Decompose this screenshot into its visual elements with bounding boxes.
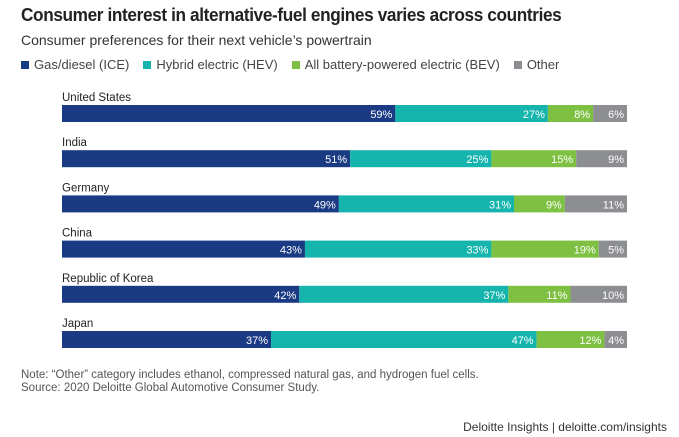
legend-label-other: Other [526, 57, 560, 72]
data-label: 8% [574, 109, 590, 121]
category-label: Japan [62, 318, 93, 330]
bar-segment-bev [508, 285, 571, 303]
data-label: 19% [574, 245, 596, 257]
bar-segment-hev [271, 331, 537, 348]
bar-segment-bev [547, 105, 594, 122]
category-label: Germany [62, 182, 110, 194]
legend-item-other: Other [513, 57, 560, 72]
bar-segment-ice [62, 331, 272, 348]
data-label: 11% [546, 290, 567, 302]
category-label: Republic of Korea [62, 273, 154, 285]
bar-segment-ice [62, 105, 396, 122]
data-label: 31% [489, 199, 511, 211]
bar-segment-hev [299, 285, 509, 303]
data-label: 6% [608, 109, 624, 121]
data-label: 27% [523, 109, 545, 121]
data-label: 47% [512, 335, 534, 347]
legend-label-bev: All battery-powered electric (BEV) [304, 57, 500, 72]
bar-group-germany: Germany 49% 31% 9% 11% [62, 182, 627, 213]
legend-item-ice: Gas/diesel (ICE) [21, 57, 129, 72]
bar-segment-bev [491, 240, 599, 258]
data-label: 12% [579, 335, 601, 347]
data-label: 15% [551, 154, 573, 166]
data-label: 42% [274, 290, 296, 302]
data-label: 25% [466, 154, 488, 166]
bar-segment-hev [304, 240, 492, 258]
bar-group-republic-of-korea: Republic of Korea 42% 37% 11% 10% [62, 273, 627, 303]
bar-segment-other [576, 150, 627, 168]
data-label: 37% [246, 335, 268, 347]
legend: Gas/diesel (ICE) Hybrid electric (HEV) A… [21, 57, 559, 72]
legend-swatch-hev [143, 60, 152, 69]
footer-credit: Deloitte Insights | deloitte.com/insight… [463, 420, 667, 434]
legend-swatch-bev [291, 60, 300, 69]
data-label: 43% [280, 245, 302, 257]
bar-segment-hev [350, 150, 492, 168]
chart-title: Consumer interest in alternative-fuel en… [21, 4, 562, 25]
bar-segment-bev [536, 331, 605, 348]
category-label: China [62, 228, 93, 240]
bar-segment-other [604, 331, 627, 348]
chart-notes: Note: “Other” category includes ethanol,… [21, 369, 479, 395]
legend-item-hev: Hybrid electric (HEV) [143, 57, 278, 72]
data-label: 5% [608, 245, 624, 257]
bar-segment-other [564, 195, 627, 213]
bar-group-china: China 43% 33% 19% 5% [62, 228, 627, 258]
source-text: Source: 2020 Deloitte Global Automotive … [21, 382, 320, 394]
category-label: India [62, 137, 88, 149]
bar-segment-ice [62, 240, 305, 258]
bar-group-japan: Japan 37% 47% 12% 4% [62, 318, 627, 348]
legend-label-ice: Gas/diesel (ICE) [34, 57, 130, 72]
bar-segment-hev [338, 195, 514, 213]
legend-swatch-ice [21, 60, 29, 69]
bar-group-india: India 51% 25% 15% 9% [62, 137, 627, 168]
data-label: 9% [608, 154, 624, 166]
bar-segment-ice [62, 195, 339, 213]
data-label: 4% [608, 335, 624, 347]
note-text: Note: “Other” category includes ethanol,… [21, 369, 479, 381]
data-label: 51% [325, 154, 347, 166]
bar-segment-hev [395, 105, 548, 122]
data-label: 59% [370, 109, 392, 121]
legend-swatch-other [513, 60, 522, 69]
data-label: 37% [483, 290, 505, 302]
data-label: 9% [546, 199, 562, 211]
bar-segment-other [570, 285, 627, 303]
data-label: 10% [602, 290, 624, 302]
bar-segment-other [593, 105, 627, 122]
bar-segment-other [598, 240, 627, 258]
bar-segment-bev [514, 195, 565, 213]
data-label: 33% [466, 245, 488, 257]
bar-segment-ice [62, 150, 351, 168]
chart-subtitle: Consumer preferences for their next vehi… [21, 32, 372, 48]
data-label: 11% [603, 199, 624, 211]
legend-item-bev: All battery-powered electric (BEV) [291, 57, 500, 72]
bar-segment-bev [491, 150, 577, 168]
category-label: United States [62, 92, 131, 104]
bar-group-united-states: United States 59% 27% 8% 6% [62, 92, 627, 122]
data-label: 49% [314, 199, 336, 211]
bar-segment-ice [62, 285, 300, 303]
legend-label-hev: Hybrid electric (HEV) [156, 57, 278, 72]
